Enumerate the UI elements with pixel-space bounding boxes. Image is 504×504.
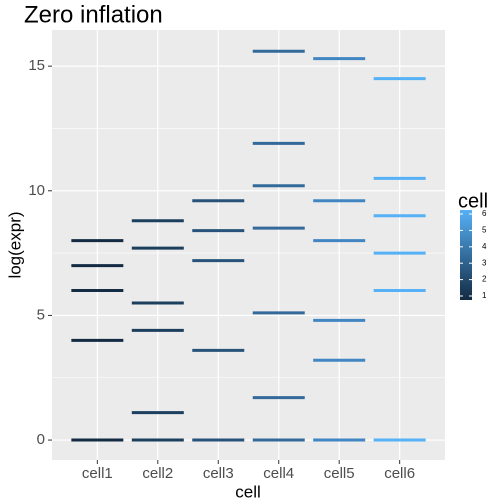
y-tick-label: 10 — [28, 182, 45, 199]
colorbar — [460, 210, 472, 300]
y-tick-label: 15 — [28, 57, 45, 74]
y-tick-label: 0 — [37, 431, 45, 448]
x-tick-label: cell1 — [82, 465, 113, 482]
y-tick-label: 5 — [37, 306, 45, 323]
colorbar-label: 6 — [482, 209, 487, 218]
x-tick-label: cell5 — [324, 465, 355, 482]
y-axis-title: log(expr) — [5, 211, 24, 278]
panel — [52, 30, 445, 460]
colorbar-label: 3 — [482, 258, 487, 267]
colorbar-label: 2 — [482, 275, 487, 284]
x-tick-label: cell3 — [203, 465, 234, 482]
x-axis-title: cell — [235, 482, 261, 501]
x-tick-label: cell6 — [384, 465, 415, 482]
colorbar-label: 4 — [482, 242, 487, 251]
colorbar-label: 1 — [482, 291, 487, 300]
x-tick-label: cell2 — [142, 465, 173, 482]
chart-title: Zero inflation — [24, 1, 163, 28]
legend-title: cell — [458, 190, 488, 212]
colorbar-label: 5 — [482, 226, 487, 235]
x-tick-label: cell4 — [263, 465, 294, 482]
